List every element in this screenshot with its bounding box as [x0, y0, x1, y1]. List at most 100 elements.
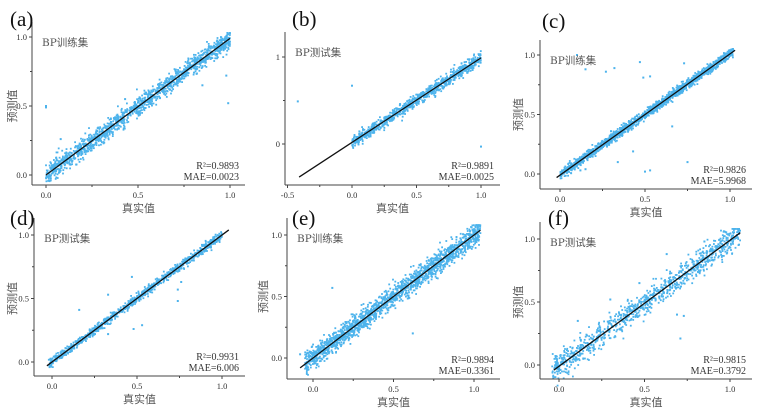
data-point — [71, 350, 73, 352]
data-point — [187, 60, 189, 63]
data-point — [92, 137, 94, 140]
data-point — [425, 94, 428, 96]
data-point — [78, 147, 81, 150]
data-point — [117, 116, 119, 119]
data-point — [119, 310, 122, 313]
data-point — [187, 256, 190, 259]
data-point — [197, 57, 199, 60]
data-point — [352, 139, 355, 141]
data-point — [177, 70, 180, 72]
data-point — [164, 273, 166, 276]
data-point — [692, 80, 695, 83]
data-point — [159, 282, 162, 284]
data-point — [136, 296, 139, 298]
data-point — [693, 83, 696, 86]
data-point — [728, 49, 731, 51]
data-point — [79, 342, 82, 344]
data-point — [620, 131, 623, 134]
data-point — [121, 122, 124, 125]
data-point — [125, 111, 128, 113]
data-point — [226, 37, 228, 40]
data-point — [183, 70, 186, 73]
data-point — [98, 130, 101, 133]
data-point — [396, 113, 399, 115]
data-point — [220, 39, 222, 41]
data-point — [328, 334, 330, 336]
data-point — [609, 140, 612, 142]
data-point — [706, 67, 709, 69]
data-point — [127, 121, 130, 123]
data-point — [691, 77, 694, 79]
data-point — [419, 94, 422, 96]
data-point — [91, 327, 94, 330]
outlier-point — [180, 281, 183, 283]
data-point — [668, 93, 671, 96]
data-point — [194, 57, 196, 60]
data-point — [213, 238, 216, 241]
data-point — [420, 267, 423, 270]
data-point — [393, 110, 395, 112]
data-point — [219, 48, 222, 51]
outlier-point — [584, 168, 587, 171]
data-point — [361, 140, 364, 143]
data-point — [387, 124, 389, 127]
data-point — [409, 101, 411, 104]
data-point — [680, 85, 682, 88]
data-point — [96, 325, 99, 328]
r-squared-label: R²=0.9891 — [451, 161, 494, 172]
data-point — [179, 264, 182, 267]
data-point — [198, 250, 200, 253]
data-point — [55, 355, 58, 358]
data-point — [124, 109, 127, 111]
data-point — [602, 145, 605, 147]
data-point — [700, 72, 703, 75]
data-point — [577, 159, 580, 162]
data-point — [136, 88, 138, 91]
data-point — [600, 146, 603, 149]
data-point — [646, 113, 649, 116]
data-point — [412, 98, 415, 101]
data-point — [122, 309, 124, 311]
data-point — [698, 72, 700, 75]
data-point — [95, 141, 97, 144]
data-point — [666, 94, 668, 96]
data-point — [676, 88, 679, 91]
data-point — [211, 53, 214, 55]
data-point — [471, 64, 473, 67]
data-point — [144, 99, 147, 101]
data-point — [471, 68, 474, 71]
data-point — [75, 341, 78, 344]
data-point — [566, 167, 569, 170]
data-point — [588, 152, 591, 155]
data-point — [679, 92, 682, 95]
data-point — [73, 345, 75, 348]
data-point — [59, 169, 62, 172]
data-point — [126, 121, 129, 124]
fit-line — [46, 229, 230, 367]
data-point — [465, 67, 468, 70]
data-point — [357, 142, 360, 144]
data-point — [218, 232, 221, 235]
data-point — [168, 85, 170, 87]
data-point — [136, 108, 138, 111]
data-point — [107, 129, 110, 132]
outlier-point — [176, 300, 179, 302]
outlier-point — [616, 161, 619, 164]
data-point — [379, 126, 382, 129]
data-point — [211, 240, 214, 242]
data-point — [361, 126, 363, 128]
data-point — [83, 140, 85, 143]
data-point — [96, 139, 99, 141]
data-point — [157, 83, 160, 86]
data-point — [148, 91, 150, 93]
data-point — [205, 57, 208, 60]
y-axis-title: 预测值 — [6, 90, 19, 123]
data-point — [122, 115, 124, 118]
data-point — [213, 60, 216, 62]
data-point — [122, 305, 125, 307]
data-point — [723, 52, 726, 55]
data-point — [353, 134, 356, 136]
data-point — [561, 169, 563, 172]
scatter-points — [296, 50, 482, 149]
data-point — [208, 49, 211, 52]
